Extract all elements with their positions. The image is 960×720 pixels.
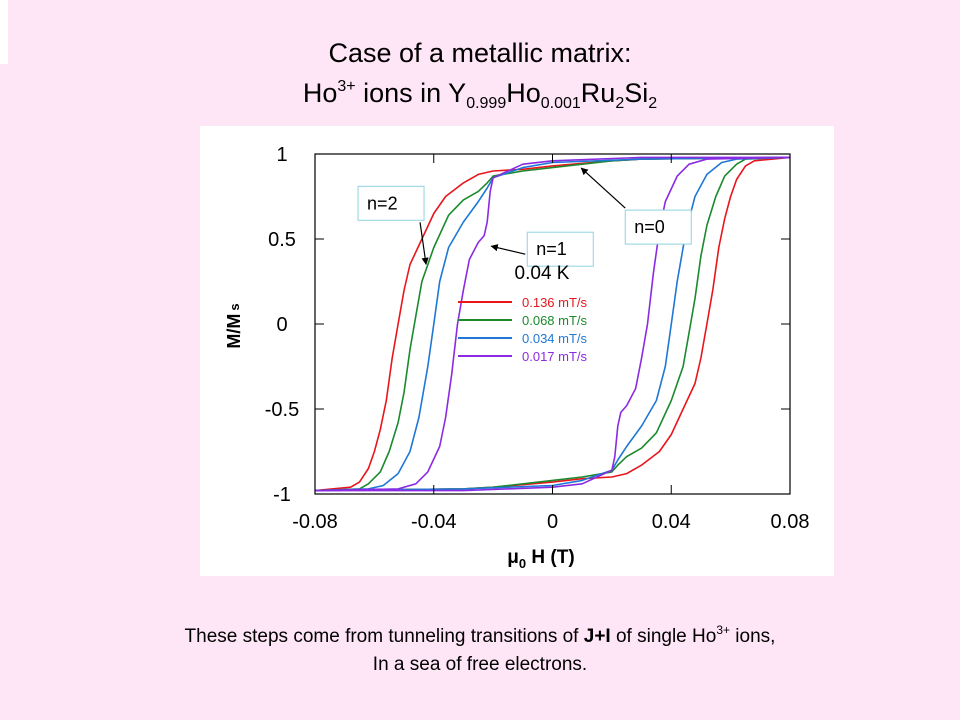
arrow-n1	[490, 244, 526, 255]
y-tick-label: 0	[276, 314, 287, 336]
formula-ho-sub: 0.001	[540, 95, 581, 112]
slide-title-line1: Case of a metallic matrix:	[328, 38, 632, 68]
corner-block	[0, 0, 8, 64]
annotation-box	[357, 185, 425, 221]
caption-part-c: ions,	[730, 626, 776, 647]
x-tick-label: -0.04	[411, 511, 457, 533]
chart-panel: -0.08 -0.04 0 0.04 0.08 1 0.5 0 -0.5 -1 0.136 mT/…	[200, 126, 834, 576]
y-axis-label-sub: s	[227, 303, 242, 310]
legend-label: 0.136 mT/s	[522, 295, 588, 310]
series-line	[314, 156, 791, 492]
series-line	[314, 156, 790, 492]
caption-line1: These steps come from tunneling transiti…	[0, 623, 960, 648]
legend-label: 0.068 mT/s	[522, 313, 588, 328]
formula-ru-sub: 2	[615, 95, 625, 112]
formula-y-sub: 0.999	[466, 95, 507, 112]
tick-label-group: -0.08 -0.04 0 0.04 0.08 1 0.5 0 -0.5 -1	[265, 144, 810, 533]
formula-ho: Ho	[506, 78, 541, 108]
arrow-n2	[419, 222, 429, 266]
formula-si: Si	[624, 78, 649, 108]
annotation-label: n=2	[367, 193, 398, 213]
series-line	[314, 156, 791, 492]
y-axis-label-main: M/M	[224, 314, 244, 349]
y-axis-label: M/M s	[224, 303, 244, 348]
caption-sup: 3+	[716, 623, 731, 637]
annotation-label: n=1	[536, 239, 567, 259]
formula-y: Y	[448, 78, 467, 108]
y-tick-label: 1	[276, 144, 287, 166]
x-axis-mu: μ	[507, 547, 519, 568]
x-tick-label: 0	[547, 511, 558, 533]
title-ion: Ho	[302, 78, 338, 108]
title-ion-charge: 3+	[337, 78, 356, 95]
x-tick-label: 0.08	[771, 511, 810, 533]
y-tick-label: 0.5	[268, 229, 296, 251]
formula-ru: Ru	[580, 78, 616, 108]
tick-group	[314, 153, 791, 495]
caption-bold: J+I	[583, 626, 611, 647]
curve-group	[314, 156, 791, 492]
hysteresis-chart: -0.08 -0.04 0 0.04 0.08 1 0.5 0 -0.5 -1 0.136 mT/…	[224, 144, 810, 571]
annotation-box	[526, 231, 594, 267]
title-mid-text: ions in	[355, 78, 449, 108]
x-axis-label: μ0 H (T)	[507, 547, 574, 571]
annotation-group: n=2 n=1 n=0	[357, 167, 692, 267]
x-axis-sub: 0	[519, 556, 526, 571]
caption-part-a: These steps come from tunneling transiti…	[184, 626, 584, 647]
caption-part-b: of single Ho	[610, 626, 717, 647]
legend-label: 0.017 mT/s	[522, 349, 588, 364]
legend: 0.136 mT/s 0.068 mT/s 0.034 mT/s 0.017 mT/s	[458, 295, 588, 364]
legend-label: 0.034 mT/s	[522, 331, 588, 346]
slide-title-line2: Ho3+ ions in Y0.999Ho0.001Ru2Si2	[0, 78, 960, 112]
formula-si-sub: 2	[648, 95, 658, 112]
series-line	[314, 156, 791, 492]
x-axis-rest: H (T)	[526, 547, 575, 568]
series-line	[314, 156, 791, 492]
annotation-label: n=0	[634, 217, 665, 237]
y-tick-label: -1	[273, 484, 291, 506]
series-line	[314, 156, 791, 492]
caption-line2: In a sea of free electrons.	[372, 654, 588, 675]
series-line	[315, 156, 791, 492]
temperature-label: 0.04 K	[515, 263, 570, 284]
y-tick-label: -0.5	[265, 399, 299, 421]
x-tick-label: 0.04	[652, 511, 691, 533]
arrow-n0	[580, 167, 626, 209]
annotation-box	[624, 209, 692, 245]
series-line	[314, 156, 791, 492]
x-tick-label: -0.08	[292, 511, 338, 533]
